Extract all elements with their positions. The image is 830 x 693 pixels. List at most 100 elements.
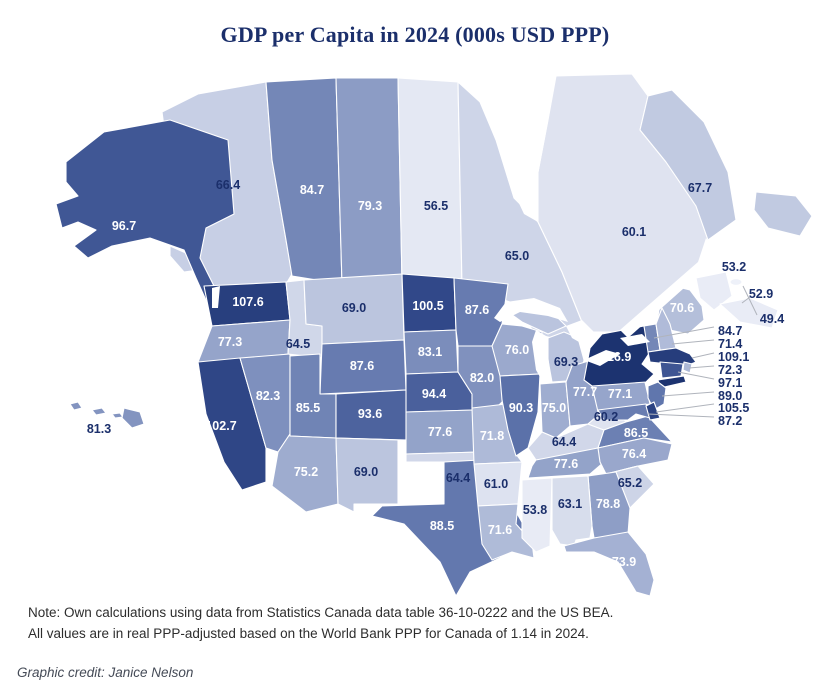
value-label-tn: 77.6	[554, 457, 578, 471]
value-label-wa: 107.6	[232, 295, 263, 309]
lake-huron	[566, 320, 594, 346]
leader-line-pe	[742, 285, 758, 316]
region-sk	[335, 77, 403, 285]
region-fl	[563, 531, 655, 597]
value-label-ia: 82.0	[470, 371, 494, 385]
value-label-ks: 77.6	[428, 425, 452, 439]
value-label-tx: 88.5	[430, 519, 454, 533]
leader-lines-layer	[647, 285, 758, 418]
value-label-mt: 69.0	[342, 301, 366, 315]
value-label-wy: 87.6	[350, 359, 374, 373]
labels-layer: 66.4 84.7 79.3 56.5 65.0 60.1 67.7 53.252.9 49.4…	[87, 178, 784, 569]
value-label-il: 90.3	[509, 401, 533, 415]
value-label-ca: 102.7	[205, 419, 236, 433]
value-label-oh: 77.7	[573, 385, 597, 399]
lake-erie	[584, 350, 620, 366]
value-label-in: 75.0	[542, 401, 566, 415]
value-label-qc: 60.1	[622, 225, 646, 239]
value-label-ms: 53.8	[523, 503, 547, 517]
region-nm	[335, 437, 399, 513]
value-label-bc: 66.4	[216, 178, 240, 192]
callout-value-ri: 72.3	[718, 363, 742, 377]
value-label-nm: 69.0	[354, 465, 378, 479]
region-hi	[69, 401, 83, 411]
lake-ontario	[620, 334, 650, 346]
value-label-va: 86.5	[624, 426, 648, 440]
water-layer	[212, 76, 714, 384]
value-label-mb: 56.5	[424, 199, 448, 213]
value-label-mn: 87.6	[465, 303, 489, 317]
value-label-fl: 73.9	[612, 555, 636, 569]
region-ak	[55, 119, 235, 319]
value-label-mi: 69.3	[554, 355, 578, 369]
value-label-sd: 83.1	[418, 345, 442, 359]
st-lawrence-river	[620, 238, 714, 338]
value-label-hi: 81.3	[87, 422, 111, 436]
region-nh	[655, 307, 677, 351]
value-label-ny: 116.9	[601, 350, 632, 364]
callout-value-ct: 97.1	[718, 376, 742, 390]
region-ns	[719, 297, 779, 329]
region-la	[477, 503, 535, 561]
callout-value-nh: 71.4	[718, 337, 742, 351]
callout-value-nj: 89.0	[718, 389, 742, 403]
value-label-la: 71.6	[488, 523, 512, 537]
value-label-nv: 82.3	[256, 389, 280, 403]
leader-line-ct	[677, 371, 715, 380]
value-label-nc: 76.4	[622, 447, 646, 461]
region-de	[645, 401, 661, 421]
value-label-az: 75.2	[294, 465, 318, 479]
value-label-nl: 67.7	[688, 181, 712, 195]
region-hi	[111, 412, 124, 419]
hudson-bay	[478, 76, 556, 222]
region-in	[539, 381, 571, 439]
region-al	[551, 475, 593, 547]
value-label-ab: 84.7	[300, 183, 324, 197]
callout-value-ma: 109.1	[718, 350, 749, 364]
chart-title: GDP per Capita in 2024 (000s USD PPP)	[220, 22, 610, 47]
value-label-ak: 96.7	[112, 219, 136, 233]
region-nl	[753, 191, 813, 237]
callout-value-de: 105.5	[718, 401, 749, 415]
region-il	[499, 373, 541, 457]
value-label-sk: 79.3	[358, 199, 382, 213]
callout-value-pe: 49.4	[760, 312, 784, 326]
leader-line-md	[647, 413, 715, 418]
region-pe	[729, 278, 743, 286]
source-note: Note: Own calculations using data from S…	[28, 602, 613, 644]
source-note-line1: Note: Own calculations using data from S…	[28, 605, 614, 620]
region-hi	[91, 407, 107, 416]
region-md	[597, 403, 651, 421]
value-label-ne: 94.4	[422, 387, 446, 401]
value-label-ky: 64.4	[552, 435, 576, 449]
leader-line-ri	[688, 365, 715, 369]
value-label-ar: 61.0	[484, 477, 508, 491]
region-nc	[597, 437, 673, 475]
callout-value-md: 87.2	[718, 414, 742, 428]
value-label-on: 65.0	[505, 249, 529, 263]
lake-superior	[494, 298, 568, 322]
value-label-al: 63.1	[558, 497, 582, 511]
region-mb	[397, 77, 463, 287]
value-label-nd: 100.5	[412, 299, 443, 313]
leader-line-de	[655, 403, 715, 413]
leader-line-vt	[653, 326, 715, 339]
value-label-ut: 85.5	[296, 401, 320, 415]
callout-value-nb: 53.2	[722, 260, 746, 274]
value-label-sc: 65.2	[618, 476, 642, 490]
callout-value-vt: 84.7	[718, 324, 742, 338]
region-ms	[521, 477, 553, 553]
value-label-id: 64.5	[286, 337, 310, 351]
value-label-ok: 64.4	[446, 471, 470, 485]
value-label-mo: 71.8	[480, 429, 504, 443]
leader-line-nh	[671, 339, 715, 345]
value-label-or: 77.3	[218, 335, 242, 349]
leader-line-nj	[661, 391, 715, 397]
region-ri	[682, 361, 693, 374]
puget-sound	[212, 286, 220, 308]
region-nl	[639, 89, 737, 241]
regions-layer	[55, 73, 813, 597]
region-hi	[121, 407, 145, 429]
